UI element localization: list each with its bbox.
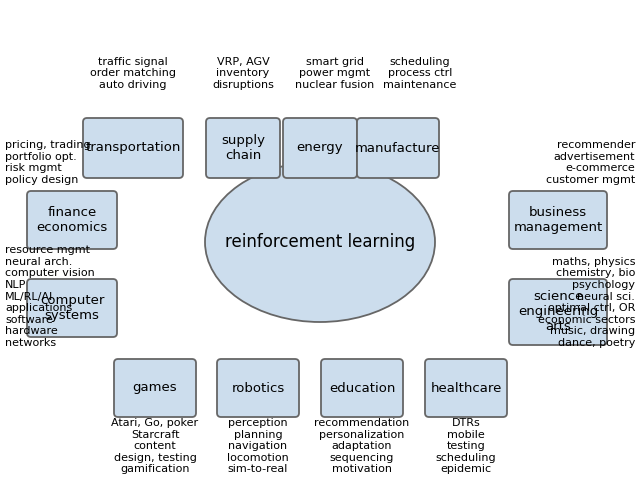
FancyBboxPatch shape <box>509 279 607 345</box>
Text: transportation: transportation <box>85 142 180 155</box>
Text: robotics: robotics <box>232 382 285 395</box>
Text: science
engineering
arts: science engineering arts <box>518 290 598 333</box>
Text: manufacture: manufacture <box>355 142 441 155</box>
FancyBboxPatch shape <box>425 359 507 417</box>
Text: Atari, Go, poker
Starcraft
content
design, testing
gamification: Atari, Go, poker Starcraft content desig… <box>111 418 198 474</box>
FancyBboxPatch shape <box>206 118 280 178</box>
FancyBboxPatch shape <box>27 191 117 249</box>
Text: traffic signal
order matching
auto driving: traffic signal order matching auto drivi… <box>90 57 176 90</box>
FancyBboxPatch shape <box>27 279 117 337</box>
Text: maths, physics
chemistry, bio
psychology
neural sci.
optimal ctrl, OR
economic s: maths, physics chemistry, bio psychology… <box>538 257 635 348</box>
Text: VRP, AGV
inventory
disruptions: VRP, AGV inventory disruptions <box>212 57 274 90</box>
Text: computer
systems: computer systems <box>40 294 104 322</box>
Text: education: education <box>329 382 395 395</box>
Text: healthcare: healthcare <box>430 382 502 395</box>
FancyBboxPatch shape <box>509 191 607 249</box>
Ellipse shape <box>205 162 435 322</box>
FancyBboxPatch shape <box>114 359 196 417</box>
FancyBboxPatch shape <box>321 359 403 417</box>
Text: supply
chain: supply chain <box>221 134 265 162</box>
Text: scheduling
process ctrl
maintenance: scheduling process ctrl maintenance <box>383 57 457 90</box>
FancyBboxPatch shape <box>357 118 439 178</box>
Text: games: games <box>132 382 177 395</box>
Text: finance
economics: finance economics <box>36 206 108 234</box>
Text: business
management: business management <box>513 206 603 234</box>
FancyBboxPatch shape <box>217 359 299 417</box>
Text: pricing, trading
portfolio opt.
risk mgmt
policy design: pricing, trading portfolio opt. risk mgm… <box>5 140 91 185</box>
Text: recommender
advertisement
e-commerce
customer mgmt: recommender advertisement e-commerce cus… <box>546 140 635 185</box>
Text: perception
planning
navigation
locomotion
sim-to-real: perception planning navigation locomotio… <box>227 418 289 474</box>
FancyBboxPatch shape <box>83 118 183 178</box>
Text: resource mgmt
neural arch.
computer vision
NLP
ML/RL/AI
applications
software
ha: resource mgmt neural arch. computer visi… <box>5 245 95 348</box>
FancyBboxPatch shape <box>283 118 357 178</box>
Text: recommendation
personalization
adaptation
sequencing
motivation: recommendation personalization adaptatio… <box>314 418 410 474</box>
Text: reinforcement learning: reinforcement learning <box>225 233 415 251</box>
Text: energy: energy <box>297 142 343 155</box>
Text: smart grid
power mgmt
nuclear fusion: smart grid power mgmt nuclear fusion <box>296 57 374 90</box>
Text: DTRs
mobile
testing
scheduling
epidemic: DTRs mobile testing scheduling epidemic <box>436 418 496 474</box>
